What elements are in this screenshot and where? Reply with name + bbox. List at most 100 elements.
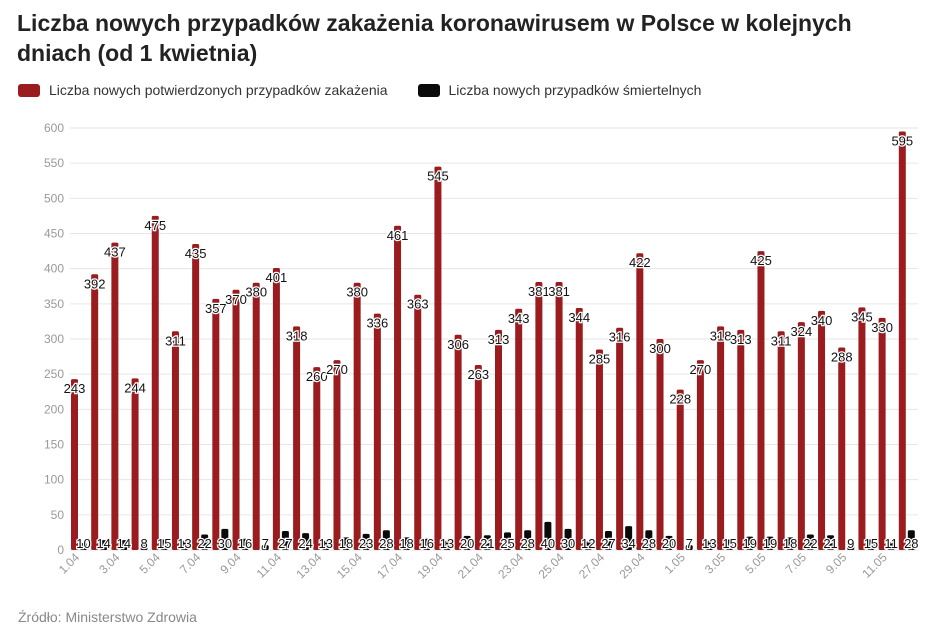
x-tick-label-7.05: 7.05: [783, 550, 810, 577]
bar-deaths-8.05: [827, 535, 835, 550]
label-deaths-23.04: 28: [520, 536, 534, 551]
label-deaths-9.05: 9: [847, 536, 854, 551]
bar-deaths-30.04: [665, 535, 673, 550]
label-cases-7.05: 324: [791, 324, 813, 339]
bar-deaths-11.05: [887, 542, 895, 550]
label-cases-12.04: 318: [286, 328, 308, 343]
label-cases-14.04: 270: [326, 362, 348, 377]
bar-cases-3.05: [717, 326, 725, 550]
label-cases-10.04: 380: [245, 285, 267, 300]
y-tick-label-550: 550: [44, 156, 64, 170]
bar-cases-8.05: [818, 310, 826, 550]
bar-deaths-17.04: [403, 537, 411, 550]
label-cases-4.05: 313: [730, 332, 752, 347]
bar-deaths-12.05: [907, 530, 915, 550]
label-cases-10.05: 345: [851, 309, 873, 324]
label-cases-3.04: 437: [104, 245, 126, 260]
label-cases-20.04: 306: [447, 337, 469, 352]
label-deaths-1.05: 7: [686, 536, 693, 551]
x-tick-label-9.04: 9.04: [217, 550, 244, 577]
x-tick-label-3.04: 3.04: [96, 550, 123, 577]
bar-cases-25.04: [555, 282, 563, 550]
label-deaths-21.04: 21: [480, 536, 494, 551]
x-tick-label-17.04: 17.04: [374, 550, 405, 581]
label-cases-7.04: 435: [185, 246, 207, 261]
label-cases-17.04: 461: [387, 228, 409, 243]
label-cases-22.04: 313: [488, 332, 510, 347]
bar-deaths-13.04: [322, 540, 330, 550]
label-deaths-10.04: 7: [262, 536, 269, 551]
bar-cases-1.04: [71, 379, 78, 550]
bar-cases-8.04: [212, 298, 220, 550]
label-deaths-9.04: 16: [238, 536, 252, 551]
bar-cases-26.04: [575, 308, 583, 550]
bar-deaths-21.04: [483, 535, 491, 550]
bar-deaths-19.04: [443, 540, 451, 550]
label-deaths-4.05: 19: [743, 536, 757, 551]
bar-deaths-28.04: [625, 526, 633, 550]
label-deaths-25.04: 30: [561, 536, 575, 551]
label-cases-21.04: 263: [467, 367, 489, 382]
label-cases-1.05: 228: [669, 392, 691, 407]
bar-deaths-20.04: [463, 535, 471, 550]
label-deaths-10.05: 15: [864, 536, 878, 551]
legend-label-cases: Liczba nowych potwierdzonych przypadków …: [49, 82, 388, 98]
label-deaths-26.04: 12: [581, 536, 595, 551]
bar-cases-6.04: [171, 331, 179, 550]
bar-deaths-5.05: [766, 536, 774, 550]
label-cases-12.05: 595: [891, 134, 913, 149]
y-tick-label-50: 50: [51, 508, 65, 522]
label-cases-13.04: 260: [306, 369, 328, 384]
x-tick-label-7.04: 7.04: [177, 550, 204, 577]
bar-cases-12.04: [293, 326, 301, 550]
label-deaths-27.04: 27: [601, 536, 615, 551]
bar-cases-16.04: [373, 313, 381, 550]
y-tick-label-600: 600: [44, 121, 64, 135]
bar-cases-12.05: [898, 131, 906, 550]
label-cases-28.04: 316: [609, 330, 631, 345]
bar-cases-18.04: [414, 294, 422, 550]
bar-deaths-8.04: [221, 528, 229, 550]
bar-deaths-24.04: [544, 521, 552, 550]
y-tick-label-100: 100: [44, 473, 64, 487]
label-deaths-11.05: 11: [884, 536, 898, 551]
bar-cases-13.04: [313, 367, 321, 550]
label-deaths-6.04: 13: [177, 536, 191, 551]
y-tick-label-200: 200: [44, 402, 64, 416]
bar-deaths-10.05: [867, 539, 875, 550]
bar-deaths-23.04: [524, 530, 532, 550]
x-tick-label-1.05: 1.05: [662, 550, 689, 577]
bar-cases-23.04: [515, 308, 523, 550]
label-deaths-5.04: 15: [157, 536, 171, 551]
legend-item-cases[interactable]: Liczba nowych potwierdzonych przypadków …: [18, 82, 388, 98]
label-cases-2.04: 392: [84, 276, 106, 291]
bar-cases-2.04: [91, 274, 99, 550]
x-tick-label-29.04: 29.04: [616, 550, 647, 581]
bar-cases-24.04: [535, 282, 543, 550]
label-deaths-16.04: 28: [379, 536, 393, 551]
label-cases-25.04: 381: [548, 284, 570, 299]
bar-cases-4.05: [737, 329, 745, 550]
bar-cases-21.04: [474, 365, 482, 550]
label-deaths-8.04: 30: [218, 536, 232, 551]
bar-deaths-9.04: [241, 538, 249, 550]
legend-label-deaths: Liczba nowych przypadków śmiertelnych: [448, 82, 702, 98]
x-tick-label-15.04: 15.04: [334, 550, 365, 581]
legend-item-deaths[interactable]: Liczba nowych przypadków śmiertelnych: [417, 82, 702, 98]
bar-cases-15.04: [353, 282, 361, 550]
bar-deaths-14.04: [342, 537, 350, 550]
label-deaths-4.04: 8: [140, 536, 147, 551]
bar-cases-3.04: [111, 242, 119, 551]
label-deaths-15.04: 23: [359, 536, 373, 551]
label-cases-26.04: 344: [568, 310, 590, 325]
bar-cases-9.05: [838, 347, 846, 550]
label-cases-4.04: 244: [124, 380, 146, 395]
x-tick-label-11.04: 11.04: [254, 550, 285, 581]
legend-swatch-deaths: [417, 83, 440, 97]
bar-deaths-10.04: [261, 545, 269, 550]
bar-deaths-22.04: [504, 532, 511, 550]
label-cases-19.04: 545: [427, 169, 449, 184]
label-cases-30.04: 300: [649, 341, 671, 356]
bar-cases-30.04: [656, 339, 664, 550]
bar-cases-29.04: [636, 253, 644, 550]
